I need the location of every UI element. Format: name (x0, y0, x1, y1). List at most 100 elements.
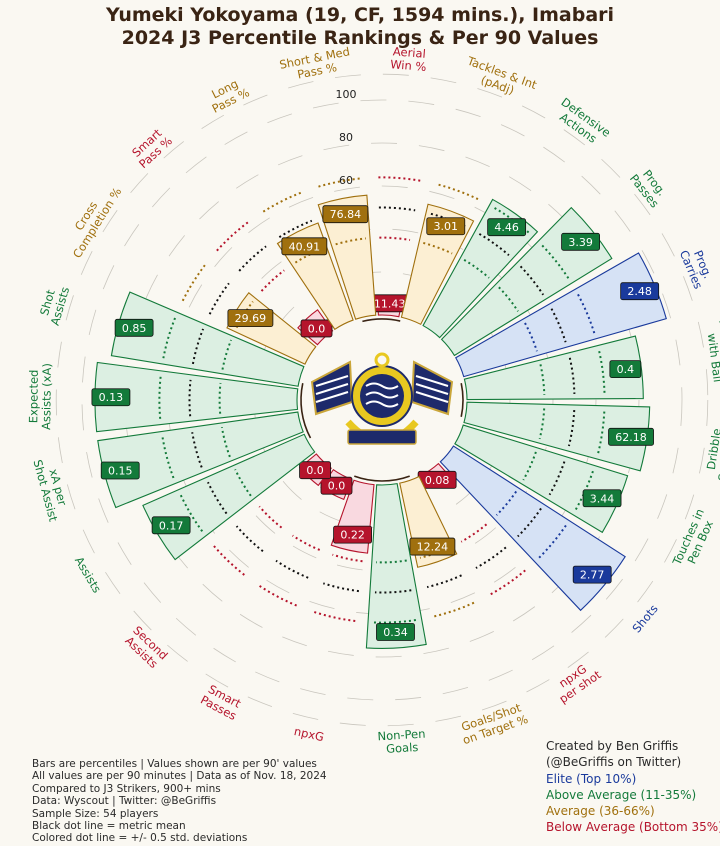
value-label: 40.91 (281, 237, 328, 256)
value-label: 0.85 (114, 318, 154, 337)
std-dot-line (258, 505, 283, 529)
value-label: 0.15 (100, 461, 140, 480)
svg-text:0.13: 0.13 (99, 391, 124, 404)
std-dot-line (538, 524, 567, 559)
std-dot-line (378, 176, 421, 182)
svg-text:4.46: 4.46 (494, 221, 519, 234)
mean-dot-line (519, 265, 545, 296)
mean-dot-line (550, 308, 567, 343)
svg-text:0.17: 0.17 (159, 519, 184, 532)
std-dot-line (379, 236, 411, 242)
value-label: 0.4 (609, 360, 642, 378)
mean-dot-line (478, 233, 510, 256)
mean-dot-line (208, 282, 230, 315)
mean-dot-line (191, 432, 203, 468)
metric-label: Tackles & Int(pAdj) (460, 53, 539, 104)
mean-dot-line (235, 525, 264, 553)
radial-tick-label: 80 (339, 131, 353, 144)
std-dot-line (158, 376, 162, 419)
value-label: 4.46 (487, 218, 527, 237)
svg-text:2.77: 2.77 (580, 569, 605, 582)
legend-item-below-average: Below Average (Bottom 35%) (546, 820, 720, 834)
svg-text:0.34: 0.34 (383, 626, 408, 639)
mean-dot-line (374, 589, 412, 594)
std-dot-line (376, 559, 407, 564)
value-label: 0.0 (299, 461, 331, 480)
metric-bar (97, 411, 304, 509)
legend: Elite (Top 10%) Above Average (11-35%) A… (546, 771, 720, 835)
std-dot-line (318, 177, 360, 188)
std-dot-line (292, 534, 321, 551)
bars: 11.43 3.01 4.46 3.39 2.48 0.4 62.18 3.44 2.77 0.0… (91, 176, 667, 649)
metric-bar (454, 252, 667, 378)
std-dot-line (258, 584, 298, 607)
std-dot-line (490, 569, 526, 596)
footnotes: Bars are percentiles | Values shown are … (32, 758, 327, 845)
mean-dot-line (278, 219, 313, 239)
metric-label: Non-PenGoals (377, 727, 426, 757)
svg-text:2.48: 2.48 (627, 285, 652, 298)
value-label: 0.08 (417, 470, 457, 489)
note-line: All values are per 90 minutes | Data as … (32, 770, 327, 783)
metric-label: ExpectedAssists (xA) (26, 363, 54, 430)
svg-text:0.15: 0.15 (108, 464, 133, 477)
mean-dot-line (191, 328, 205, 365)
std-dot-line (438, 183, 479, 201)
metric-label: Prog.Passes (627, 163, 672, 210)
mean-dot-line (238, 245, 267, 272)
radial-tick-label: 60 (339, 174, 353, 187)
value-label: 3.01 (426, 217, 466, 236)
metric-label: xA perShot Assist (30, 455, 73, 524)
svg-text:62.18: 62.18 (615, 431, 647, 444)
value-label: 0.34 (376, 623, 415, 641)
metric-label: SmartPasses (198, 681, 245, 723)
mean-dot-line (517, 507, 542, 538)
value-label: 2.48 (620, 282, 660, 301)
svg-text:0.85: 0.85 (122, 322, 147, 335)
std-dot-line (213, 545, 245, 576)
std-dot-line (498, 286, 519, 312)
metric-label: DefensiveActions (551, 95, 613, 150)
std-dot-line (221, 339, 233, 370)
value-label: 3.39 (561, 232, 600, 251)
club-crest-logo (310, 352, 454, 445)
credit: Created by Ben Griffis (@BeGriffis on Tw… (546, 739, 681, 770)
grid-ring (55, 73, 709, 727)
radial-tick-label: 100 (336, 88, 357, 101)
std-dot-line (373, 619, 417, 624)
mean-dot-line (567, 409, 576, 447)
note-line: Bars are percentiles | Values shown are … (32, 758, 317, 770)
note-line: Data: Wyscout | Twitter: @BeGriffis (32, 795, 217, 808)
value-label: 29.69 (227, 309, 274, 328)
mean-dot-line (568, 357, 576, 394)
value-label: 3.44 (582, 489, 622, 508)
svg-text:0.22: 0.22 (340, 529, 365, 542)
value-label: 2.77 (572, 565, 612, 584)
grid-ring (81, 99, 683, 701)
std-dot-line (539, 364, 546, 395)
value-label: 12.24 (409, 537, 456, 556)
std-dot-line (220, 427, 231, 458)
metric-bar (365, 483, 427, 649)
std-dot-line (423, 241, 453, 255)
std-dot-line (335, 237, 366, 246)
std-dot-line (161, 437, 175, 479)
metric-label: ShotAssists (35, 282, 72, 328)
std-dot-line (260, 269, 285, 292)
svg-text:29.69: 29.69 (235, 312, 267, 325)
value-label: 0.13 (91, 388, 131, 407)
mean-dot-line (323, 582, 359, 593)
svg-text:0.08: 0.08 (425, 474, 450, 487)
std-dot-line (577, 293, 596, 334)
metric-label: npxGper shot (549, 657, 604, 707)
svg-text:3.44: 3.44 (590, 492, 615, 505)
value-label: 0.0 (300, 319, 333, 338)
metric-label: npxG (293, 724, 326, 744)
std-dot-line (313, 611, 356, 622)
metric-label: AerialWin % (390, 44, 428, 74)
section-arc (362, 318, 401, 323)
note-line: Black dot line = metric mean (32, 820, 186, 833)
std-dot-line (522, 451, 537, 481)
svg-text:11.43: 11.43 (374, 297, 406, 310)
